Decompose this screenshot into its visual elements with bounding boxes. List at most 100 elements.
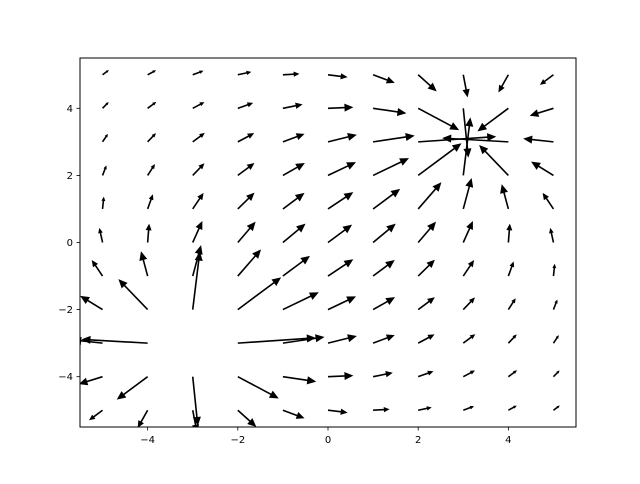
vector-arrow (327, 132, 357, 143)
vector-arrow (327, 334, 357, 344)
vector-arrow (282, 133, 305, 143)
vector-head (509, 261, 515, 268)
vector-shaft (327, 163, 352, 177)
vector-arrow (237, 249, 262, 277)
vector-arrow (477, 107, 509, 132)
vector-head (294, 192, 305, 202)
vector-shaft (417, 107, 455, 129)
vector-arrow (237, 102, 254, 110)
vector-head (451, 143, 462, 152)
vector-arrow (417, 143, 462, 177)
vector-head (523, 135, 533, 144)
vector-head (531, 161, 541, 170)
y-tick-label: −4 (58, 372, 73, 383)
vector-head (192, 416, 201, 426)
vector-head (105, 70, 109, 73)
vector-head (293, 71, 300, 77)
vector-shaft (282, 375, 311, 382)
vector-head (556, 370, 560, 374)
vector-head (151, 133, 156, 138)
vector-arrow (98, 227, 104, 243)
vector-arrow (417, 221, 437, 244)
vector-arrow (372, 188, 401, 210)
vector-arrow (552, 335, 559, 344)
vector-head (246, 102, 254, 108)
vector-head (98, 227, 103, 234)
vector-head (477, 122, 488, 132)
vector-shaft (372, 226, 393, 244)
y-tick-label: 2 (67, 171, 73, 182)
vector-head (486, 133, 497, 142)
vector-arrow (237, 277, 282, 311)
vector-head (342, 224, 353, 234)
vector-head (246, 221, 256, 232)
vector-shaft (327, 227, 349, 244)
vector-arrow (282, 334, 325, 344)
vector-arrow (192, 132, 205, 143)
vector-arrow (282, 255, 310, 277)
vector-shaft (237, 279, 278, 311)
vector-arrow (372, 371, 393, 378)
vector-head (199, 102, 205, 107)
vector-head (469, 405, 475, 410)
vector-arrow (146, 194, 154, 210)
vector-shaft (327, 135, 352, 143)
vector-head (466, 221, 473, 231)
vector-head (80, 295, 90, 305)
vector-arrow (372, 223, 396, 244)
vector-arrow (282, 71, 300, 77)
vector-arrow (507, 334, 517, 344)
vector-head (104, 133, 108, 138)
vector-arrow (529, 107, 554, 117)
vector-head (344, 103, 354, 112)
vector-arrow (145, 223, 152, 243)
vector-head (198, 163, 205, 170)
vector-arrow (462, 405, 475, 411)
vector-arrow (372, 158, 409, 177)
vector-shaft (282, 258, 307, 277)
vector-arrow (81, 335, 148, 344)
vector-head (556, 405, 560, 409)
vector-head (91, 259, 99, 268)
vector-head (152, 101, 157, 106)
arrows-layer (80, 70, 560, 427)
vector-arrow (372, 259, 395, 277)
vector-arrow (327, 296, 357, 311)
y-tick-label: 0 (67, 238, 73, 249)
vector-shaft (481, 107, 509, 129)
vector-shaft (237, 375, 275, 397)
vector-arrow (327, 73, 348, 80)
vector-arrow (417, 370, 434, 378)
vector-head (498, 84, 505, 93)
vector-head (300, 255, 310, 265)
vector-shaft (191, 256, 200, 310)
y-tick-label: 4 (67, 104, 73, 115)
vector-shaft (372, 191, 397, 210)
vector-head (295, 102, 303, 109)
vector-shaft (120, 376, 149, 398)
vector-arrow (462, 297, 475, 311)
vector-arrow (417, 182, 442, 210)
vector-arrow (462, 259, 475, 277)
vector-head (195, 221, 203, 231)
vector-head (469, 334, 476, 340)
vector-head (427, 82, 437, 92)
vector-arrow (237, 133, 255, 143)
vector-shaft (191, 250, 201, 277)
vector-arrow (137, 409, 149, 427)
vector-head (539, 79, 547, 85)
vector-head (347, 132, 357, 141)
vector-shaft (462, 182, 471, 210)
y-tick-label: −2 (58, 305, 73, 316)
vector-arrow (417, 297, 435, 311)
vector-shaft (417, 145, 458, 177)
vector-arrow (507, 261, 515, 277)
vector-head (385, 334, 395, 342)
vector-head (246, 70, 252, 76)
vector-shaft (121, 282, 149, 311)
vector-arrow (191, 221, 203, 243)
vector-arrow (237, 409, 257, 427)
vector-arrow (552, 405, 560, 411)
vector-head (468, 297, 475, 304)
